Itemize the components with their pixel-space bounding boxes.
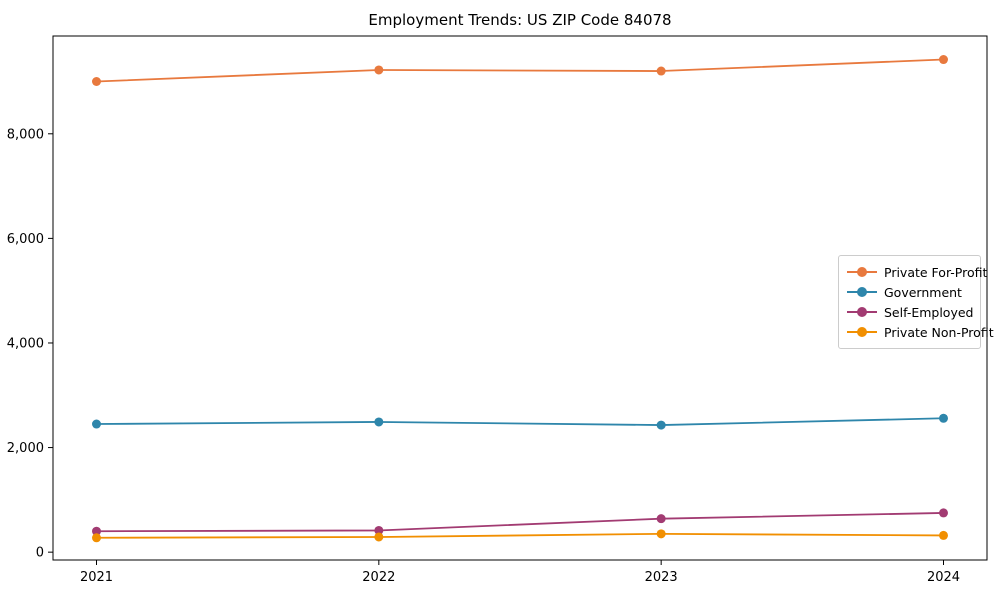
series-marker-self-employed [656, 514, 666, 524]
legend-item: Private Non-Profit [847, 322, 994, 342]
legend-item: Government [847, 282, 972, 302]
legend-item: Private For-Profit [847, 262, 987, 282]
legend-label: Private Non-Profit [884, 324, 994, 340]
series-line-government [96, 417, 944, 426]
series-marker-self-employed [374, 525, 384, 535]
legend-dot-icon [857, 287, 867, 297]
x-tick-label: 2024 [927, 570, 960, 585]
series-marker-private-non-profit [938, 530, 948, 540]
series-marker-private-non-profit [92, 533, 101, 543]
series-marker-government [938, 413, 948, 423]
legend-marker-icon [847, 307, 877, 317]
legend: Private For-Profit Government Self-Employe… [838, 255, 994, 349]
series-marker-private-non-profit [374, 532, 384, 542]
legend-marker-icon [847, 287, 877, 297]
series-line-self-employed [96, 512, 944, 533]
y-tick-label: 8,000 [7, 127, 44, 142]
legend-item: Self-Employed [847, 302, 974, 322]
legend-marker-icon [847, 267, 877, 277]
series-line-private-non-profit [96, 532, 944, 539]
legend-dot-icon [857, 267, 867, 277]
legend-marker-icon [847, 327, 877, 337]
series-marker-government [656, 420, 666, 430]
legend-label: Private For-Profit [884, 264, 988, 280]
plot-border [52, 35, 988, 561]
y-tick-label: 6,000 [7, 232, 44, 247]
series-line-private-for-profit [96, 58, 944, 83]
series-marker-private-for-profit [656, 66, 666, 76]
legend-label: Government [884, 284, 962, 300]
series-marker-self-employed [938, 508, 948, 518]
series-marker-self-employed [92, 526, 101, 536]
x-tick-label: 2022 [362, 570, 395, 585]
y-tick-label: 4,000 [7, 336, 44, 351]
legend-dot-icon [857, 327, 867, 337]
legend-dot-icon [857, 307, 867, 317]
y-tick-label: 0 [36, 546, 44, 561]
x-tick-label: 2023 [645, 570, 678, 585]
series-marker-government [92, 419, 101, 429]
series-marker-private-non-profit [656, 529, 666, 539]
chart-title: Employment Trends: US ZIP Code 84078 [368, 11, 672, 29]
series-marker-government [374, 417, 384, 427]
series-marker-private-for-profit [92, 76, 101, 86]
legend-label: Self-Employed [884, 304, 974, 320]
y-tick-label: 2,000 [7, 441, 44, 456]
x-tick-label: 2021 [80, 570, 113, 585]
series-marker-private-for-profit [938, 55, 948, 65]
series-marker-private-for-profit [374, 65, 384, 75]
